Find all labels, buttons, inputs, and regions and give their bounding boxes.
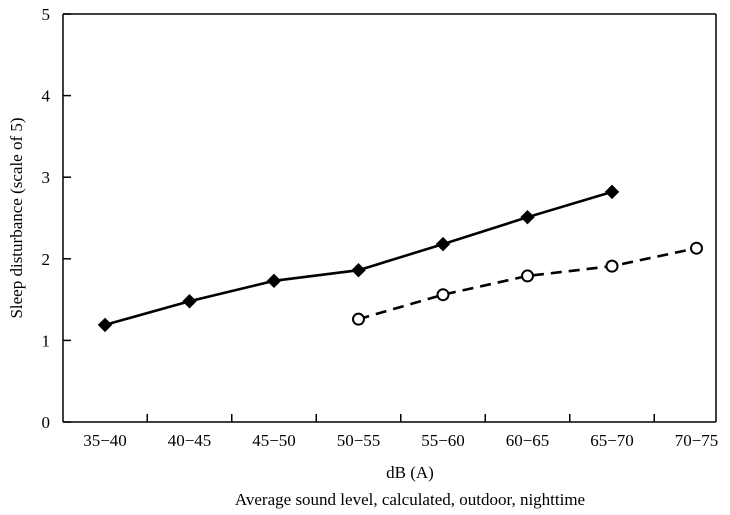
series-2-point	[521, 269, 534, 283]
series-2-point	[690, 241, 703, 255]
x-axis-subtitle: Average sound level, calculated, outdoor…	[235, 490, 585, 509]
series-1-point	[351, 263, 366, 278]
series-1-point	[266, 273, 282, 289]
series-1-point	[520, 209, 535, 225]
y-tick-label: 0	[42, 413, 51, 432]
x-tick-label: 45−50	[252, 431, 296, 450]
x-tick-label: 55−60	[421, 431, 465, 450]
y-tick-label: 3	[42, 168, 51, 187]
series-2-point	[605, 259, 619, 273]
x-tick-label: 40−45	[168, 431, 212, 450]
x-axis-ticks: 35−40 40−45 45−50 50−55 55−60 60−65 65−70 70−75	[83, 414, 718, 450]
y-tick-label: 1	[42, 331, 51, 350]
series-1-point	[182, 294, 197, 309]
y-axis-title: Sleep disturbance (scale of 5)	[7, 117, 26, 318]
series-layer	[97, 184, 703, 333]
series-2-point	[352, 312, 365, 326]
series-2-point	[436, 288, 450, 302]
series-1-line	[104, 190, 613, 327]
series-1-point	[604, 184, 620, 200]
series-2-line	[358, 246, 697, 321]
plot-area: 0 1 2 3 4 5 35−40 40−45 45−50 50−55 55−60 60−65 65−…	[42, 5, 719, 450]
x-tick-label: 35−40	[83, 431, 127, 450]
x-axis-title: dB (A)	[386, 463, 434, 482]
series-1-point	[435, 236, 451, 252]
x-tick-label: 65−70	[590, 431, 634, 450]
y-axis-ticks: 0 1 2 3 4 5	[42, 5, 71, 432]
y-tick-label: 5	[42, 5, 51, 24]
x-tick-label: 60−65	[506, 431, 550, 450]
y-tick-label: 4	[42, 87, 51, 106]
y-tick-label: 2	[42, 250, 51, 269]
x-tick-label: 70−75	[675, 431, 719, 450]
series-1-point	[97, 317, 113, 333]
x-tick-label: 50−55	[337, 431, 381, 450]
